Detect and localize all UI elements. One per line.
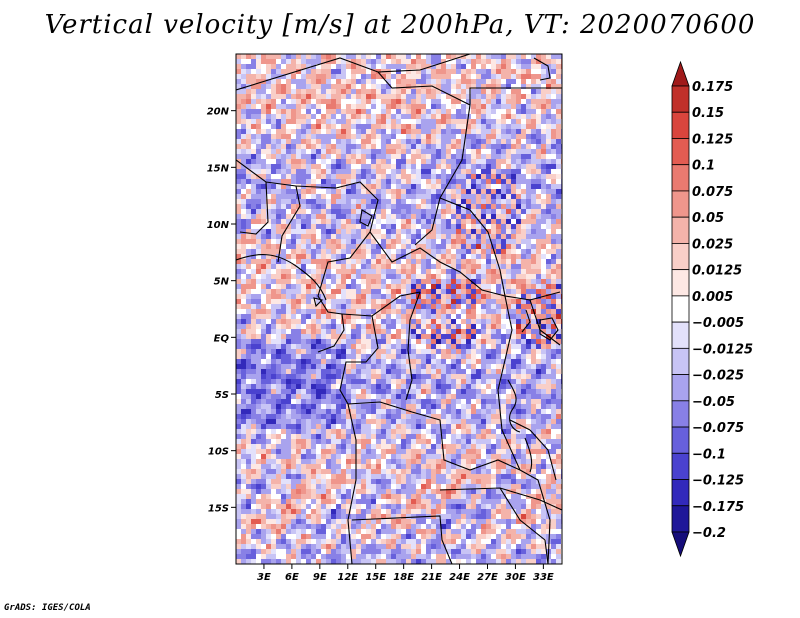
border-angola-drc <box>347 401 521 471</box>
x-tick-label: 30E <box>505 572 526 583</box>
coastline-gulf <box>236 254 327 301</box>
x-tick-label: 24E <box>449 572 470 583</box>
colorbar: 0.175 0.15 0.125 0.1 0.075 0.05 0.025 0.0125 0.0… <box>671 60 753 558</box>
colorbar-label: 0.125 <box>692 132 733 147</box>
border-nigeria-cameroon <box>317 231 371 315</box>
bioko-island <box>313 297 324 308</box>
colorbar-swatch <box>671 85 690 113</box>
border-car-congo <box>341 291 421 317</box>
velocity-field <box>236 54 562 564</box>
colorbar-swatch <box>671 243 690 271</box>
border-namibia <box>351 515 453 564</box>
border-mozambique <box>519 469 551 564</box>
coastline-red-sea <box>533 57 551 81</box>
colorbar-swatch <box>671 321 690 349</box>
x-tick-label: 3E <box>257 572 271 583</box>
colorbar-label: 0.025 <box>692 237 733 252</box>
colorbar-label: −0.1 <box>692 447 726 462</box>
x-tick-label: 9E <box>313 572 327 583</box>
y-tick-label: 20N <box>207 107 230 118</box>
colorbar-swatch <box>671 190 690 218</box>
colorbar-label: 0.0125 <box>692 264 742 279</box>
colorbar-label: 0.1 <box>692 159 715 174</box>
colorbar-swatch <box>671 347 690 375</box>
colorbar-label: −0.075 <box>692 421 744 436</box>
border-nigeria-west <box>277 185 301 263</box>
colorbar-swatch <box>671 138 690 166</box>
colorbar-label: −0.2 <box>692 526 726 541</box>
colorbar-label: 0.175 <box>692 80 733 95</box>
border-zimbabwe <box>499 487 549 564</box>
colorbar-label: −0.125 <box>692 474 744 489</box>
border-benin <box>239 181 269 235</box>
colorbar-swatch <box>671 479 690 507</box>
colorbar-swatch <box>671 111 690 139</box>
colorbar-swatch <box>671 269 690 297</box>
border-sudan-ss <box>439 197 506 297</box>
colorbar-label: −0.005 <box>692 316 744 331</box>
colorbar-label: 0.15 <box>692 106 724 121</box>
colorbar-swatch <box>671 400 690 428</box>
y-tick-label: 15N <box>207 163 230 174</box>
country-borders <box>236 54 562 564</box>
colorbar-swatch <box>671 505 690 533</box>
border-drc-internal <box>405 291 421 401</box>
border-chad-east <box>377 71 471 246</box>
border-drc-east <box>497 295 521 471</box>
colorbar-label: −0.0125 <box>692 342 753 357</box>
border-zambia-south <box>439 487 562 511</box>
lake-malawi <box>524 437 533 473</box>
colorbar-bottom-arrow <box>671 531 690 558</box>
colorbar-swatch <box>671 452 690 480</box>
colorbar-label: −0.05 <box>692 395 735 410</box>
colorbar-label: 0.075 <box>692 185 733 200</box>
border-angola-west <box>347 403 357 564</box>
lake-victoria <box>539 317 559 341</box>
colorbar-swatch <box>671 216 690 244</box>
x-tick-label: 33E <box>533 572 554 583</box>
lake-chad <box>359 209 373 227</box>
y-tick-label: EQ <box>214 333 230 344</box>
grads-credit: GrADS: IGES/COLA <box>4 603 91 613</box>
x-axis: 3E 6E 9E 12E 15E 18E 21E 24E 27E 30E 33E <box>257 564 554 583</box>
x-tick-label: 27E <box>477 572 498 583</box>
y-tick-label: 10N <box>207 220 230 231</box>
x-tick-label: 21E <box>421 572 442 583</box>
y-tick-label: 10S <box>208 447 229 458</box>
x-tick-label: 6E <box>285 572 299 583</box>
colorbar-label: 0.05 <box>692 211 724 226</box>
y-tick-label: 5S <box>215 390 229 401</box>
y-tick-label: 15S <box>208 503 229 514</box>
border-egypt-sudan <box>469 87 562 105</box>
border-gabon <box>317 313 345 353</box>
colorbar-label: −0.175 <box>692 500 744 515</box>
colorbar-swatch <box>671 295 690 323</box>
border-tanzania <box>509 419 557 481</box>
colorbar-swatch <box>671 164 690 192</box>
x-tick-label: 18E <box>393 572 414 583</box>
y-axis: 20N 15N 10N 5N EQ 5S 10S 15S <box>207 107 236 514</box>
plot-frame <box>235 53 563 565</box>
x-tick-label: 12E <box>337 572 358 583</box>
y-tick-label: 5N <box>214 277 230 288</box>
colorbar-swatch <box>671 374 690 402</box>
border-car-sudan <box>369 231 561 301</box>
colorbar-top-arrow <box>671 60 690 87</box>
colorbar-label: −0.025 <box>692 369 744 384</box>
map-title: Vertical velocity [m/s] at 200hPa, VT: 2… <box>44 10 756 40</box>
colorbar-label: 0.005 <box>692 290 733 305</box>
x-tick-label: 15E <box>365 572 386 583</box>
colorbar-swatch <box>671 426 690 454</box>
border-congo-drc <box>339 315 379 405</box>
lake-tanganyika <box>507 379 521 433</box>
lake-albert <box>521 309 531 333</box>
